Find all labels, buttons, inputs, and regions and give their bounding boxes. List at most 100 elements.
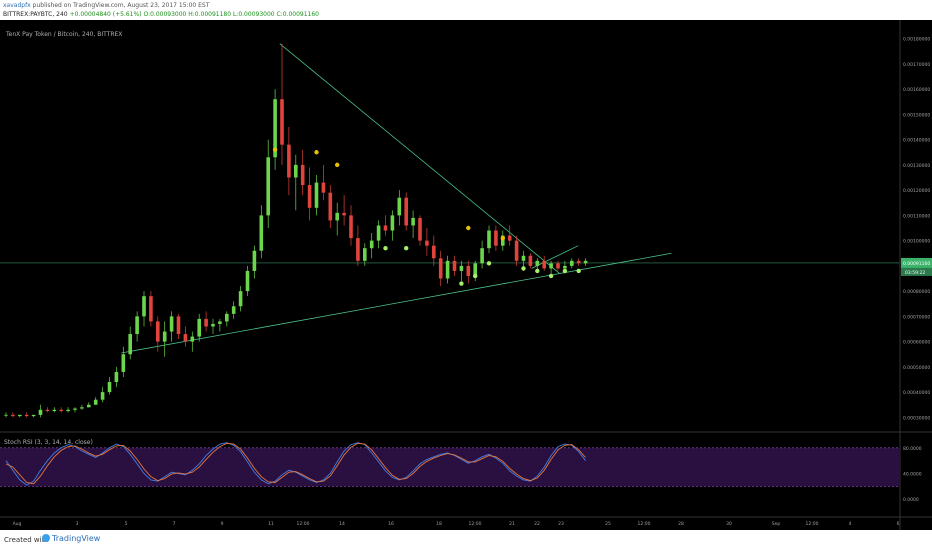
chart-svg[interactable]: 0.00180000 0.00170000 0.00160000 0.00150000…	[0, 20, 932, 530]
candle[interactable]	[280, 43, 284, 165]
price-tick-label: 0.00060000	[903, 340, 930, 346]
candle[interactable]	[294, 154, 298, 211]
candle[interactable]	[556, 260, 560, 271]
author-link[interactable]: xavadpfx	[3, 2, 31, 9]
candle[interactable]	[38, 404, 43, 418]
candle[interactable]	[183, 326, 188, 347]
candle[interactable]	[11, 412, 15, 418]
candle[interactable]	[438, 250, 443, 287]
candle[interactable]	[487, 225, 491, 254]
candle-body	[31, 414, 36, 417]
candle[interactable]	[501, 230, 505, 251]
candle[interactable]	[507, 225, 512, 246]
candle[interactable]	[238, 286, 243, 312]
candle[interactable]	[466, 260, 471, 284]
candle[interactable]	[114, 366, 119, 388]
candle[interactable]	[80, 404, 84, 410]
trendline[interactable]	[121, 252, 672, 354]
candle-body	[52, 409, 57, 412]
candle[interactable]	[383, 215, 388, 236]
candle[interactable]	[231, 301, 236, 319]
candle[interactable]	[73, 407, 77, 413]
candle[interactable]	[128, 326, 132, 360]
candle[interactable]	[149, 291, 153, 327]
candle[interactable]	[418, 215, 422, 246]
candle[interactable]	[459, 260, 464, 282]
candle[interactable]	[314, 174, 319, 216]
candle[interactable]	[107, 376, 112, 395]
candle[interactable]	[18, 414, 22, 418]
candle[interactable]	[411, 210, 415, 239]
candle[interactable]	[576, 258, 581, 266]
candle[interactable]	[514, 235, 519, 266]
candle-body	[570, 260, 574, 266]
candle[interactable]	[335, 202, 339, 236]
candle[interactable]	[549, 260, 553, 274]
candle[interactable]	[190, 331, 195, 352]
candle[interactable]	[252, 245, 257, 279]
time-axis[interactable]: Aug 3 5 7 9 11 12:00 14 16 18 12:00 21 22 23 25 12:00 28…	[0, 516, 932, 527]
tradingview-logo[interactable]: TradingView	[42, 534, 100, 543]
candle[interactable]	[404, 192, 408, 231]
candle[interactable]	[225, 311, 229, 327]
candle[interactable]	[432, 235, 436, 266]
signal-marker	[500, 235, 505, 241]
candle[interactable]	[363, 243, 367, 266]
candle[interactable]	[259, 205, 264, 259]
candle[interactable]	[452, 255, 457, 276]
candle[interactable]	[45, 407, 50, 413]
candle[interactable]	[4, 412, 8, 418]
candle[interactable]	[583, 258, 588, 266]
candle[interactable]	[287, 127, 291, 196]
candle[interactable]	[93, 397, 98, 405]
candle[interactable]	[197, 313, 201, 342]
trendline[interactable]	[279, 43, 560, 274]
candle-body	[252, 250, 257, 271]
candle[interactable]	[169, 311, 174, 342]
chart-area[interactable]: 0.00180000 0.00170000 0.00160000 0.00150000…	[0, 20, 932, 530]
price-axis[interactable]: 0.00180000 0.00170000 0.00160000 0.00150000…	[899, 20, 932, 530]
candle[interactable]	[100, 387, 105, 403]
candle[interactable]	[24, 412, 29, 418]
candle[interactable]	[121, 346, 126, 377]
signal-marker	[535, 268, 540, 274]
candle[interactable]	[342, 195, 346, 226]
candle[interactable]	[59, 407, 63, 413]
candle[interactable]	[52, 407, 57, 413]
candle[interactable]	[349, 205, 353, 246]
time-tick-label: 9	[221, 521, 224, 527]
candle[interactable]	[376, 220, 381, 249]
candle[interactable]	[528, 253, 533, 269]
candle[interactable]	[135, 311, 139, 342]
candle[interactable]	[156, 316, 160, 352]
candle[interactable]	[211, 318, 215, 335]
candle[interactable]	[142, 291, 146, 327]
candle[interactable]	[397, 190, 402, 226]
candle[interactable]	[307, 167, 312, 221]
candle[interactable]	[425, 228, 429, 256]
candle[interactable]	[273, 89, 277, 170]
candle[interactable]	[218, 318, 222, 332]
candle[interactable]	[494, 225, 498, 251]
candle[interactable]	[300, 149, 305, 196]
footer: Created with TradingView	[0, 530, 932, 550]
candle[interactable]	[570, 258, 574, 269]
candle[interactable]	[369, 233, 374, 259]
trendline[interactable]	[531, 245, 579, 269]
candle[interactable]	[162, 321, 167, 357]
candle[interactable]	[356, 225, 360, 266]
candle[interactable]	[321, 164, 326, 201]
candle-body	[45, 409, 50, 412]
candle[interactable]	[266, 139, 270, 228]
candle[interactable]	[176, 313, 181, 340]
candle[interactable]	[245, 265, 250, 297]
candle[interactable]	[542, 255, 546, 271]
candle[interactable]	[328, 185, 333, 228]
candle[interactable]	[87, 402, 91, 408]
candle[interactable]	[390, 210, 395, 241]
candle[interactable]	[445, 255, 450, 284]
candle[interactable]	[31, 414, 36, 418]
candle[interactable]	[204, 311, 208, 332]
candle[interactable]	[66, 407, 70, 413]
candle[interactable]	[480, 240, 484, 269]
